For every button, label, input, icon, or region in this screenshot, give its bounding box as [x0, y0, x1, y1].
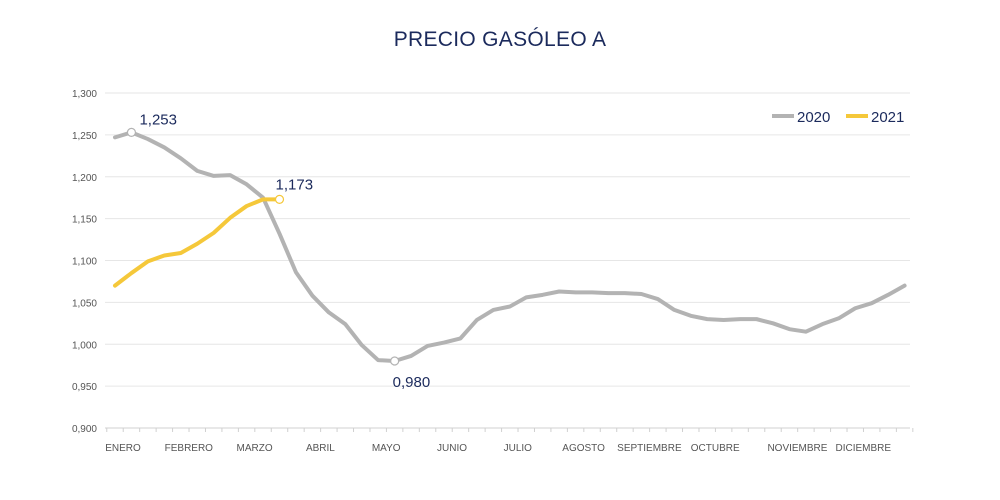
- data-label: 0,980: [393, 374, 431, 391]
- y-tick-label: 1,100: [72, 257, 97, 268]
- annotated-point-marker: [390, 356, 400, 366]
- data-label: 1,173: [276, 176, 314, 193]
- y-tick-label: 1,200: [72, 173, 97, 184]
- x-tick-label: MAYO: [372, 443, 401, 454]
- x-tick-label: DICIEMBRE: [835, 443, 891, 454]
- chart-title: PRECIO GASÓLEO A: [393, 28, 607, 51]
- x-tick-label: AGOSTO: [562, 443, 605, 454]
- legend-label: 2020: [797, 109, 830, 126]
- series-line-2021: [113, 197, 282, 288]
- y-tick-label: 0,950: [72, 382, 97, 393]
- x-tick-label: NOVIEMBRE: [767, 443, 827, 454]
- y-tick-label: 1,250: [72, 131, 97, 142]
- x-tick-label: ENERO: [105, 443, 141, 454]
- y-tick-label: 1,300: [72, 89, 97, 100]
- legend-label: 2021: [871, 109, 904, 126]
- x-tick-label: FEBRERO: [165, 443, 214, 454]
- y-tick-label: 1,050: [72, 298, 97, 309]
- data-label: 1,253: [139, 111, 177, 128]
- x-tick-label: OCTUBRE: [691, 443, 740, 454]
- y-tick-label: 0,900: [72, 424, 97, 435]
- x-tick-label: SEPTIEMBRE: [617, 443, 682, 454]
- y-tick-label: 1,150: [72, 215, 97, 226]
- annotated-point-marker: [274, 194, 285, 204]
- x-tick-label: JUNIO: [437, 443, 467, 454]
- x-tick-label: ABRIL: [306, 443, 335, 454]
- x-tick-label: MARZO: [237, 443, 273, 454]
- series-line-2020: [113, 130, 907, 363]
- x-tick-label: JULIO: [504, 443, 533, 454]
- y-tick-label: 1,000: [72, 340, 97, 351]
- annotated-point-marker: [126, 127, 137, 137]
